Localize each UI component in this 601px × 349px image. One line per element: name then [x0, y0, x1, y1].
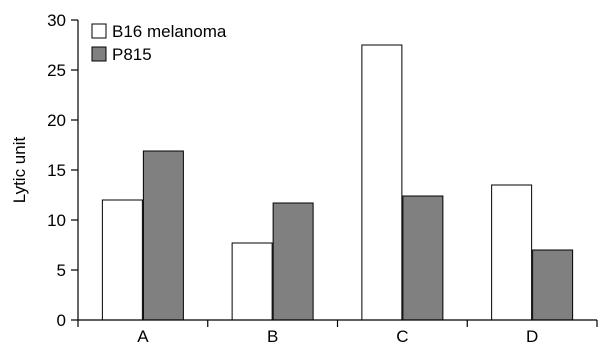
bars [101, 44, 574, 321]
x-tick-label-B: B [267, 327, 278, 344]
legend-label-0: B16 melanoma [112, 22, 227, 41]
y-tick-label-30: 30 [47, 11, 66, 30]
y-tick-label-10: 10 [47, 211, 66, 230]
legend-label-1: P815 [112, 45, 152, 64]
ticks: 0 5 10 15 20 25 30 A B C D [47, 11, 598, 346]
bar-D-b16 [491, 184, 533, 321]
bar-B-p815 [272, 202, 314, 321]
bar-C-b16 [361, 44, 403, 321]
y-tick-label-5: 5 [57, 261, 66, 280]
bar-A-b16 [101, 199, 143, 321]
legend-swatch-1 [91, 46, 107, 62]
bar-D-p815 [532, 249, 574, 321]
y-tick-label-0: 0 [57, 311, 66, 330]
y-axis-title: Lytic unit [10, 137, 29, 204]
legend-swatch-0 [91, 23, 107, 39]
x-tick-label-C: C [396, 327, 408, 344]
y-tick-label-15: 15 [47, 161, 66, 180]
y-axis-title-group: Lytic unit [10, 137, 29, 204]
x-tick-label-D: D [526, 327, 538, 344]
y-tick-label-25: 25 [47, 61, 66, 80]
bar-A-p815 [142, 150, 184, 321]
bar-C-p815 [402, 195, 444, 321]
legend: B16 melanoma P815 [91, 22, 227, 64]
y-tick-label-20: 20 [47, 111, 66, 130]
x-tick-label-A: A [137, 327, 149, 344]
bar-B-b16 [231, 242, 273, 321]
